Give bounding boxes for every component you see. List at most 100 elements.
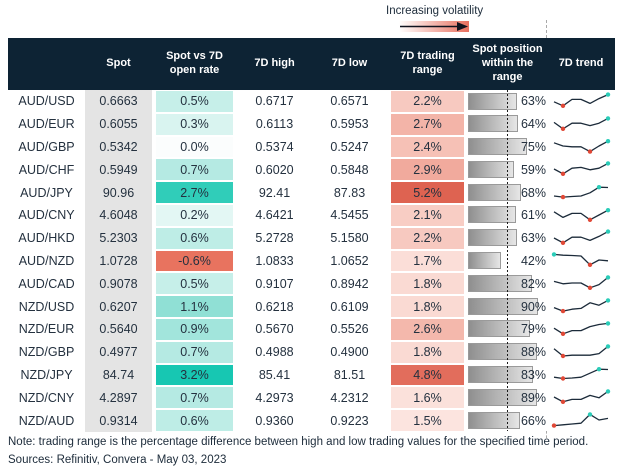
spot-value: 0.4977 (85, 340, 152, 364)
high-value: 0.6717 (255, 94, 294, 109)
sources-line: Sources: Refinitiv, Convera - May 03, 20… (8, 454, 227, 466)
change-cell: 0.3% (152, 113, 237, 136)
volatility-gradient-arrow-icon (399, 21, 469, 32)
range-value: 2.4% (391, 136, 464, 158)
pair-label: AUD/CNY (18, 208, 75, 223)
high-value: 85.41 (258, 367, 291, 382)
table-row-aud-gbp[interactable]: AUD/GBP 0.5342 0.0% 0.5374 0.5247 2.4% 75% (8, 135, 615, 159)
column-header-pair[interactable] (8, 38, 85, 90)
position-label: 59% (520, 162, 546, 177)
spot-value: 0.6055 (85, 112, 152, 136)
low-value: 4.5455 (330, 208, 369, 223)
table-row-aud-jpy[interactable]: AUD/JPY 90.96 2.7% 92.41 87.83 5.2% 68% (8, 181, 615, 204)
position-label: 79% (520, 322, 546, 337)
table-row-nzd-gbp[interactable]: NZD/GBP 0.4977 0.7% 0.4988 0.4900 1.8% 88% (8, 340, 615, 364)
change-cell: 0.7% (152, 341, 237, 364)
range-value: 2.1% (391, 204, 464, 226)
range-value: 1.5% (391, 410, 464, 431)
low-value: 0.5953 (330, 117, 369, 132)
pair-label: AUD/HKD (18, 231, 75, 246)
position-cell: 66% (468, 409, 547, 432)
trend-sparkline (547, 113, 615, 136)
table-row-nzd-jpy[interactable]: NZD/JPY 84.74 3.2% 85.41 81.51 4.8% 83% (8, 363, 615, 387)
low-value: 0.8942 (330, 276, 369, 291)
low-value: 0.5247 (330, 139, 369, 154)
position-bar (468, 366, 533, 384)
range-value: 2.2% (391, 91, 464, 112)
high-value: 4.6421 (255, 208, 294, 223)
position-cell: 63% (468, 227, 547, 250)
range-value: 2.9% (391, 159, 464, 181)
table-row-nzd-eur[interactable]: NZD/EUR 0.5640 0.9% 0.5670 0.5526 2.6% 79% (8, 317, 615, 341)
change-cell: 0.5% (152, 90, 237, 113)
range-cell: 1.8% (387, 341, 468, 364)
high-value: 0.5670 (255, 322, 294, 337)
table-row-aud-cny[interactable]: AUD/CNY 4.6048 0.2% 4.6421 4.5455 2.1% 61% (8, 203, 615, 227)
pair-label: NZD/USD (18, 299, 75, 314)
change-cell: 1.1% (152, 295, 237, 318)
position-cell: 82% (468, 272, 547, 295)
spot-value: 4.6048 (85, 203, 152, 227)
table-row-aud-usd[interactable]: AUD/USD 0.6663 0.5% 0.6717 0.6571 2.2% 63% (8, 90, 615, 113)
column-header-trend[interactable]: 7D trend (558, 57, 604, 70)
change-value: 0.5% (156, 273, 233, 295)
position-cell: 90% (468, 295, 547, 318)
pair-label: NZD/JPY (20, 367, 73, 382)
trend-sparkline (547, 386, 615, 409)
change-value: 0.7% (156, 159, 233, 181)
spot-value: 84.74 (85, 363, 152, 387)
high-value: 0.9360 (255, 413, 294, 428)
table-row-aud-eur[interactable]: AUD/EUR 0.6055 0.3% 0.6113 0.5953 2.7% 64% (8, 112, 615, 136)
high-value: 0.5374 (255, 139, 294, 154)
position-cell: 88% (468, 341, 547, 364)
table-row-aud-hkd[interactable]: AUD/HKD 5.2303 0.6% 5.2728 5.1580 2.2% 63% (8, 226, 615, 250)
low-value: 0.5526 (330, 322, 369, 337)
column-header-low[interactable]: 7D low (331, 57, 368, 70)
footnote: Note: trading range is the percentage di… (8, 436, 589, 448)
position-label: 66% (520, 413, 546, 428)
range-value: 4.8% (391, 364, 464, 386)
trend-sparkline (547, 227, 615, 250)
table-row-nzd-cny[interactable]: NZD/CNY 4.2897 0.7% 4.2973 4.2312 1.6% 89% (8, 386, 615, 410)
position-label: 42% (520, 253, 546, 268)
gridline-tick-bottom (546, 431, 547, 438)
table-row-aud-chf[interactable]: AUD/CHF 0.5949 0.7% 0.6020 0.5848 2.9% 59% (8, 158, 615, 182)
gridline-tick-top (546, 20, 547, 38)
range-cell: 1.6% (387, 386, 468, 409)
table-row-aud-nzd[interactable]: AUD/NZD 1.0728 -0.6% 1.0833 1.0652 1.7% 42% (8, 249, 615, 273)
position-bar (468, 274, 532, 292)
position-cell: 42% (468, 250, 547, 273)
fifty-percent-dotted-line (507, 90, 508, 431)
change-value: 1.1% (156, 296, 233, 317)
change-value: 0.6% (156, 410, 233, 431)
range-cell: 1.5% (387, 409, 468, 432)
table-row-aud-cad[interactable]: AUD/CAD 0.9078 0.5% 0.9107 0.8942 1.8% 82% (8, 272, 615, 296)
range-value: 2.7% (391, 113, 464, 135)
low-value: 87.83 (333, 185, 366, 200)
column-header-spot[interactable]: Spot (106, 57, 131, 70)
position-label: 82% (520, 276, 546, 291)
position-label: 75% (520, 139, 546, 154)
column-header-change[interactable]: Spot vs 7D open rate (166, 50, 223, 76)
table-row-nzd-aud[interactable]: NZD/AUD 0.9314 0.6% 0.9360 0.9223 1.5% 66% (8, 409, 615, 432)
column-header-range[interactable]: 7D trading range (400, 50, 455, 76)
change-cell: -0.6% (152, 250, 237, 273)
position-label: 68% (520, 185, 546, 200)
range-value: 5.2% (391, 182, 464, 203)
column-header-high[interactable]: 7D high (254, 57, 295, 70)
trend-sparkline (547, 364, 615, 387)
change-cell: 0.7% (152, 386, 237, 409)
change-cell: 3.2% (152, 364, 237, 387)
pair-label: AUD/EUR (18, 117, 75, 132)
position-bar (468, 411, 520, 429)
change-value: 2.7% (156, 182, 233, 203)
trend-sparkline (547, 158, 615, 181)
position-bar (468, 252, 501, 270)
column-header-position[interactable]: Spot position within the range (472, 43, 543, 83)
change-value: 0.6% (156, 227, 233, 249)
position-cell: 79% (468, 318, 547, 341)
table-row-nzd-usd[interactable]: NZD/USD 0.6207 1.1% 0.6218 0.6109 1.8% 90% (8, 295, 615, 318)
position-label: 83% (520, 367, 546, 382)
position-bar (468, 115, 518, 133)
low-value: 4.2312 (330, 390, 369, 405)
